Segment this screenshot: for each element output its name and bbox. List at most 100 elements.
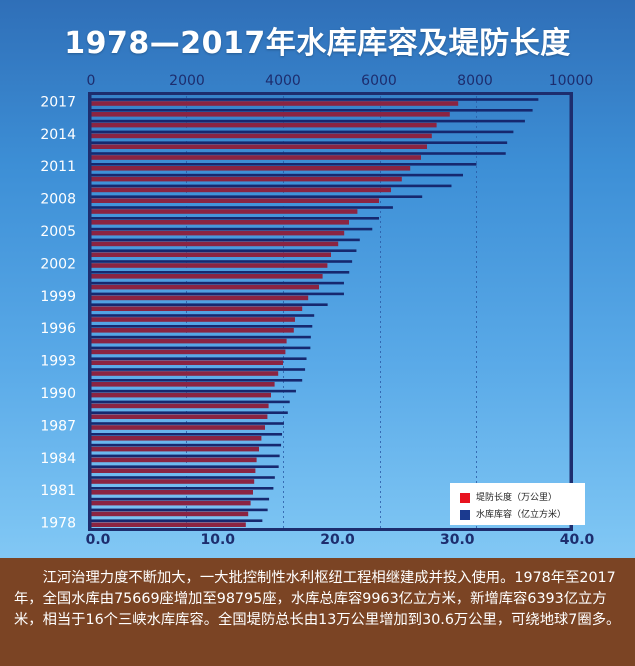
legend-item-reservoir: 水库库容（亿立方米） xyxy=(460,507,566,520)
levee-bar-1983 xyxy=(91,468,256,473)
top-tick-label: 8000 xyxy=(457,73,493,89)
levee-bar-2015 xyxy=(91,122,437,128)
year-label: 2002 xyxy=(40,256,76,272)
reservoir-bar-1997 xyxy=(91,314,315,317)
legend-swatch-levee xyxy=(460,492,470,503)
right-axis-line xyxy=(569,92,573,530)
reservoir-bar-2015 xyxy=(91,119,525,123)
reservoir-bar-1978 xyxy=(91,519,263,522)
reservoir-bar-1986 xyxy=(91,433,283,436)
levee-bar-1986 xyxy=(91,436,262,441)
year-label: 2008 xyxy=(40,192,76,208)
levee-bar-2002 xyxy=(91,263,328,268)
levee-bar-1991 xyxy=(91,382,275,387)
year-label: 2011 xyxy=(40,159,76,175)
reservoir-bar-2009 xyxy=(91,184,452,188)
levee-bar-2013 xyxy=(91,144,427,149)
year-label: 1999 xyxy=(40,289,76,305)
reservoir-bar-2004 xyxy=(91,238,360,242)
reservoir-bar-2006 xyxy=(91,217,379,220)
levee-bar-2001 xyxy=(91,274,323,279)
reservoir-bar-2003 xyxy=(91,249,357,252)
levee-bar-1997 xyxy=(91,317,295,322)
reservoir-bar-1992 xyxy=(91,368,306,371)
levee-bar-2009 xyxy=(91,187,391,193)
bottom-tick-label: 40.0 xyxy=(560,532,595,548)
top-tick-label: 2000 xyxy=(169,73,205,89)
levee-bar-1978 xyxy=(91,522,246,527)
reservoir-bar-1991 xyxy=(91,379,303,382)
reservoir-bar-1987 xyxy=(91,422,284,425)
top-axis-line xyxy=(88,92,573,95)
levee-bar-1994 xyxy=(91,349,286,355)
levee-bar-2006 xyxy=(91,220,349,225)
levee-bar-2003 xyxy=(91,252,331,257)
top-tick-label: 10000 xyxy=(549,73,594,89)
year-label: 1981 xyxy=(40,483,76,499)
legend: 堤防长度（万公里） 水库库容（亿立方米） xyxy=(450,483,585,525)
chart-title: 1978—2017年水库库容及堤防长度 xyxy=(64,26,571,61)
levee-bar-1995 xyxy=(91,338,287,344)
levee-bar-1987 xyxy=(91,425,265,430)
levee-bar-2000 xyxy=(91,284,319,290)
levee-bar-2017 xyxy=(91,101,459,106)
reservoir-bar-1984 xyxy=(91,454,280,458)
top-tick-label: 0 xyxy=(87,73,96,89)
levee-bar-1998 xyxy=(91,306,303,311)
levee-bar-2011 xyxy=(91,166,411,171)
reservoir-bar-1985 xyxy=(91,443,282,447)
levee-bar-1982 xyxy=(91,479,255,484)
reservoir-bar-2010 xyxy=(91,173,463,177)
reservoir-bar-1993 xyxy=(91,357,307,360)
reservoir-bar-2007 xyxy=(91,206,393,209)
reservoir-bar-1995 xyxy=(91,335,311,339)
year-label: 2005 xyxy=(40,224,76,240)
levee-bar-1980 xyxy=(91,500,251,506)
reservoir-bar-2013 xyxy=(91,141,508,144)
levee-bar-1993 xyxy=(91,360,283,365)
year-label: 2017 xyxy=(40,94,76,110)
reservoir-bar-2012 xyxy=(91,152,506,155)
reservoir-bar-1989 xyxy=(91,400,290,404)
reservoir-bar-2014 xyxy=(91,130,514,134)
year-label: 2014 xyxy=(40,127,76,143)
bottom-tick-label: 20.0 xyxy=(320,532,355,548)
top-tick-label: 4000 xyxy=(265,73,301,89)
levee-bar-1985 xyxy=(91,446,259,452)
bottom-tick-label: 0.0 xyxy=(86,532,111,548)
year-label: 1984 xyxy=(40,451,76,467)
reservoir-bar-1994 xyxy=(91,346,311,350)
year-label: 1996 xyxy=(40,321,76,337)
reservoir-bar-2016 xyxy=(91,109,533,112)
reservoir-bar-1981 xyxy=(91,487,274,490)
levee-bar-1988 xyxy=(91,414,268,419)
legend-label-levee: 堤防长度（万公里） xyxy=(476,493,558,503)
reservoir-bar-1996 xyxy=(91,325,313,328)
caption-text: 江河治理力度不断加大，一大批控制性水利枢纽工程相继建成并投入使用。1978年至2… xyxy=(14,570,621,628)
year-label: 1990 xyxy=(40,386,76,402)
reservoir-bar-1988 xyxy=(91,411,288,414)
reservoir-bar-1980 xyxy=(91,497,270,501)
reservoir-bar-2001 xyxy=(91,271,350,274)
legend-swatch-reservoir xyxy=(460,509,470,520)
levee-bar-2008 xyxy=(91,198,379,203)
reservoir-bar-1982 xyxy=(91,476,275,479)
levee-bar-2010 xyxy=(91,176,402,182)
levee-bar-2007 xyxy=(91,209,358,214)
reservoir-bar-1983 xyxy=(91,465,279,468)
levee-bar-1984 xyxy=(91,457,257,463)
reservoir-bar-2005 xyxy=(91,227,373,231)
reservoir-bar-2000 xyxy=(91,281,344,285)
levee-bar-1996 xyxy=(91,328,294,333)
levee-bar-2004 xyxy=(91,241,339,247)
reservoir-bar-1979 xyxy=(91,508,268,512)
year-label: 1987 xyxy=(40,418,76,434)
levee-bar-1979 xyxy=(91,511,249,517)
levee-bar-2012 xyxy=(91,155,421,160)
reservoir-bar-1990 xyxy=(91,389,296,393)
levee-bar-2016 xyxy=(91,112,450,117)
year-label: 1978 xyxy=(40,516,76,532)
levee-bar-1992 xyxy=(91,371,279,376)
bottom-axis-line xyxy=(88,528,573,531)
